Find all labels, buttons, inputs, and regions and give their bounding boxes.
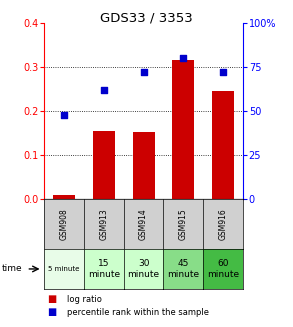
Text: log ratio: log ratio (67, 295, 102, 304)
Bar (133, 132, 154, 199)
Text: 15
minute: 15 minute (88, 259, 120, 279)
Text: percentile rank within the sample: percentile rank within the sample (67, 308, 209, 317)
Text: 5 minute: 5 minute (48, 266, 80, 272)
Text: GDS33 / 3353: GDS33 / 3353 (100, 11, 193, 25)
Point (221, 70, 226, 75)
Point (62, 112, 66, 117)
Text: 30
minute: 30 minute (127, 259, 160, 279)
Text: time: time (1, 265, 22, 273)
Text: GSM916: GSM916 (219, 208, 228, 240)
Bar (93, 131, 115, 199)
Text: GSM908: GSM908 (59, 208, 68, 240)
Text: GSM913: GSM913 (99, 208, 108, 240)
Text: 60
minute: 60 minute (207, 259, 239, 279)
Point (181, 56, 186, 61)
Bar (212, 91, 234, 199)
Bar (173, 60, 194, 199)
Text: ■: ■ (47, 307, 56, 317)
Bar (53, 195, 75, 199)
Text: GSM915: GSM915 (179, 208, 188, 240)
Text: ■: ■ (47, 294, 56, 304)
Text: GSM914: GSM914 (139, 208, 148, 240)
Text: 45
minute: 45 minute (167, 259, 200, 279)
Point (141, 70, 146, 75)
Point (101, 87, 106, 93)
